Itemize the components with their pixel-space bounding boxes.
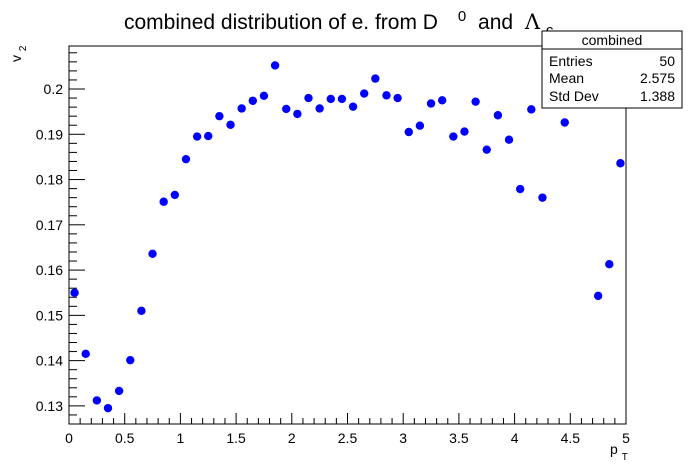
x-tick-label: 4.5 (561, 430, 581, 446)
data-point (471, 97, 480, 106)
data-point (493, 111, 503, 120)
data-point (81, 349, 90, 359)
data-point (204, 131, 213, 141)
data-point (337, 94, 347, 104)
data-point (248, 96, 258, 105)
data-point (170, 190, 180, 200)
stats-box: combined Entries 50 Mean 2.575 Std Dev 1… (541, 30, 683, 109)
x-tick-label: 0 (65, 430, 73, 446)
data-point (293, 109, 302, 119)
x-tick-label: 1.5 (226, 430, 246, 446)
data-point (437, 96, 447, 105)
data-point (215, 111, 224, 121)
x-axis-label-sub: T (622, 452, 628, 463)
x-tick-label: 3.5 (449, 430, 469, 446)
chart-title-conj: and (478, 11, 513, 34)
x-axis-ticks (68, 413, 627, 424)
data-point (415, 121, 425, 130)
data-point (616, 159, 625, 168)
data-point (315, 104, 324, 113)
data-point (259, 91, 269, 100)
data-point (449, 132, 458, 141)
data-point (282, 104, 291, 114)
stats-entries-label: Entries (549, 53, 593, 69)
y-tick-label: 0.16 (36, 262, 63, 278)
y-tick-label: 0.14 (36, 353, 63, 369)
data-point (103, 403, 113, 413)
data-point (393, 93, 402, 103)
x-tick-label: 4 (511, 430, 519, 446)
data-point (192, 132, 202, 141)
stats-box-frame (541, 30, 683, 109)
data-point (605, 259, 614, 269)
data-point (114, 386, 124, 396)
chart-title: combined distribution of e. from D 0 and… (124, 3, 554, 39)
y-tick-label: 0.18 (36, 172, 63, 188)
chart-title-superscript: 0 (458, 8, 466, 25)
data-point (527, 105, 536, 114)
data-point (181, 154, 191, 164)
data-point (538, 193, 547, 202)
stats-box-name: combined (582, 32, 643, 48)
data-point (593, 291, 603, 301)
data-point (482, 145, 491, 154)
data-point (137, 306, 146, 316)
x-tick-label: 3 (399, 430, 407, 446)
y-tick-label: 0.13 (36, 398, 63, 414)
data-point (348, 102, 358, 111)
data-point (159, 197, 168, 206)
data-point (360, 89, 369, 98)
data-point (237, 104, 246, 113)
x-tick-label: 0.5 (115, 430, 135, 446)
data-point (126, 355, 135, 365)
data-point (404, 127, 413, 137)
stats-entries-value: 50 (659, 53, 675, 69)
stats-mean-value: 2.575 (640, 70, 675, 86)
x-axis-tick-labels: 0 0.5 1 1.5 2 2.5 3 3.5 4 4.5 5 (65, 430, 630, 446)
stats-stddev-label: Std Dev (549, 88, 599, 104)
x-axis-label: p T (610, 441, 628, 463)
data-points (70, 61, 625, 413)
y-axis-label: v 2 (8, 45, 29, 62)
y-tick-label: 0.15 (36, 307, 63, 323)
chart-title-lambda: Λ (524, 10, 541, 34)
data-point (270, 61, 280, 70)
y-axis-label-sub: 2 (18, 45, 29, 51)
y-tick-label: 0.19 (36, 126, 63, 142)
data-point (326, 94, 335, 104)
data-point (504, 135, 514, 144)
stats-mean-label: Mean (549, 70, 584, 86)
y-axis-tick-labels: 0.13 0.14 0.15 0.16 0.17 0.18 0.19 0.2 (36, 81, 63, 414)
x-tick-label: 1 (177, 430, 185, 446)
data-point (226, 120, 235, 129)
x-tick-label: 5 (622, 430, 630, 446)
x-tick-label: 2 (288, 430, 296, 446)
data-point (92, 396, 102, 405)
chart-title-main: combined distribution of e. from D (124, 11, 438, 34)
data-point (426, 99, 436, 108)
y-tick-label: 0.17 (36, 217, 63, 233)
data-point (148, 249, 157, 258)
y-axis-label-base: v (8, 55, 24, 62)
data-point (460, 127, 469, 136)
data-point (515, 184, 525, 194)
y-tick-label: 0.2 (44, 81, 64, 97)
y-axis-ticks (69, 52, 85, 425)
x-tick-label: 2.5 (338, 430, 358, 446)
stats-stddev-value: 1.388 (640, 88, 675, 104)
x-axis-label-base: p (610, 441, 618, 457)
data-point (70, 288, 79, 297)
data-point (304, 93, 313, 103)
data-point (371, 74, 380, 83)
data-point (382, 91, 391, 100)
data-point (560, 118, 569, 127)
